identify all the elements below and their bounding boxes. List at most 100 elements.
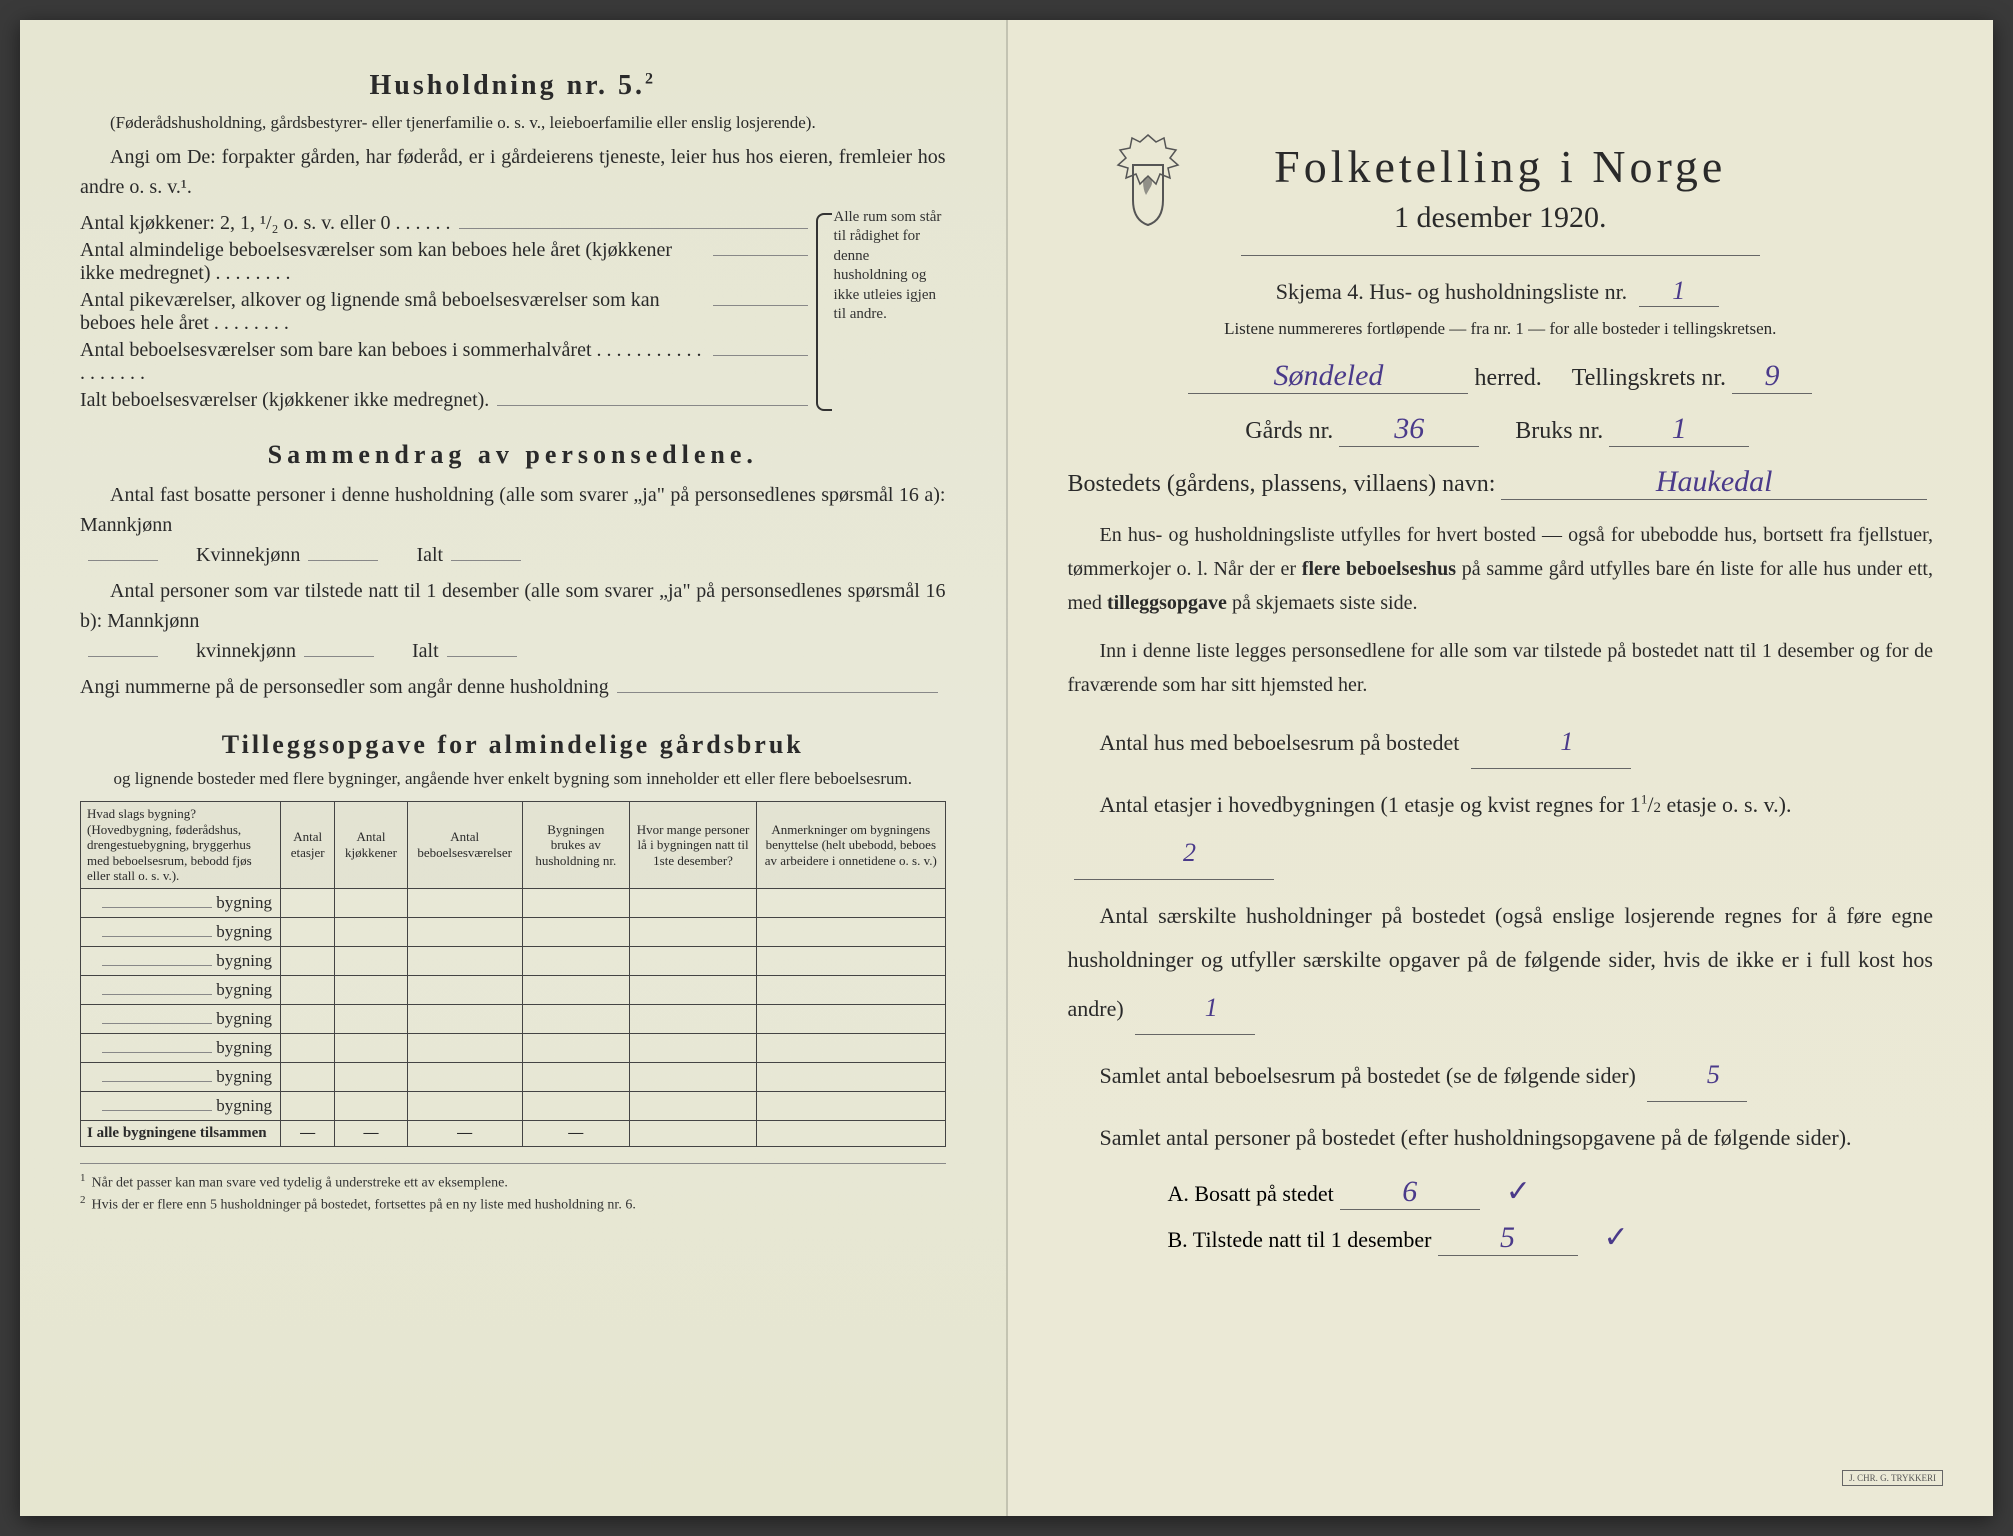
- skjema-nr-field: 1: [1639, 276, 1719, 307]
- label: Ialt beboelsesværelser (kjøkkener ikke m…: [80, 389, 489, 412]
- table-cell: [757, 946, 945, 975]
- table-cell: [757, 1062, 945, 1091]
- krets-field: 9: [1732, 359, 1812, 394]
- table-cell: [335, 1004, 407, 1033]
- value: 5: [1707, 1060, 1720, 1089]
- qA-field: 6: [1340, 1175, 1480, 1210]
- right-page: Folketelling i Norge 1 desember 1920. Sk…: [1008, 20, 1994, 1516]
- heading-sup: 2: [645, 71, 656, 88]
- frac: 2: [1653, 800, 1661, 816]
- footnote-1: 1Når det passer kan man svare ved tydeli…: [80, 1172, 946, 1192]
- q3-field: 1: [1135, 982, 1255, 1035]
- table-cell: [522, 1033, 629, 1062]
- blank: [447, 656, 517, 657]
- table-cell: [407, 1033, 522, 1062]
- blank: [713, 355, 807, 356]
- table-cell: [757, 917, 945, 946]
- table-cell: [757, 1004, 945, 1033]
- label: A. Bosatt på stedet: [1168, 1181, 1334, 1207]
- table-cell: —: [407, 1120, 522, 1146]
- table-cell: [335, 975, 407, 1004]
- table-header-cell: Bygningen brukes av husholdning nr.: [522, 802, 629, 889]
- row-label-cell: bygning: [81, 1091, 281, 1120]
- sup: 1: [1641, 792, 1648, 807]
- table-cell: [757, 1091, 945, 1120]
- table-cell: [407, 917, 522, 946]
- instruction-text: Listene nummereres fortløpende — fra nr.…: [1068, 319, 1934, 339]
- coat-of-arms-icon: [1108, 130, 1188, 230]
- table-cell: [407, 946, 522, 975]
- table-cell: [629, 1033, 756, 1062]
- row-label-cell: bygning: [81, 888, 281, 917]
- sub-note-2: Angi om De: forpakter gården, har føderå…: [80, 142, 946, 202]
- table-cell: —: [281, 1120, 335, 1146]
- label: Antal hus med beboelsesrum på bostedet: [1100, 730, 1460, 755]
- table-cell: [629, 1062, 756, 1091]
- table-cell: [281, 946, 335, 975]
- row-label-cell: bygning: [81, 946, 281, 975]
- label: Ialt: [386, 540, 443, 570]
- table-cell: [522, 917, 629, 946]
- blank: [451, 560, 521, 561]
- table-cell: [629, 975, 756, 1004]
- table-cell: [757, 1120, 945, 1146]
- label: Antal pikeværelser, alkover og lignende …: [80, 289, 705, 335]
- label: Antal fast bosatte personer i denne hush…: [80, 480, 946, 540]
- label: etasje o. s. v.).: [1666, 792, 1791, 817]
- table-cell: [281, 888, 335, 917]
- table-cell: —: [522, 1120, 629, 1146]
- label: Samlet antal beboelsesrum på bostedet (s…: [1100, 1063, 1636, 1088]
- tillegg-sub: og lignende bosteder med flere bygninger…: [80, 766, 946, 792]
- building-table: Hvad slags bygning? (Hovedbygning, føder…: [80, 801, 946, 1147]
- table-body: bygning bygning bygning bygning bygning …: [81, 888, 946, 1146]
- table-cell: [629, 888, 756, 917]
- table-cell: [757, 888, 945, 917]
- printer-mark: J. CHR. G. TRYKKERI: [1842, 1470, 1943, 1486]
- room-counts-block: Antal kjøkkener: 2, 1, ¹/₂ o. s. v. elle…: [80, 208, 946, 416]
- divider: [1241, 255, 1760, 256]
- table-total-row: I alle bygningene tilsammen————: [81, 1120, 946, 1146]
- table-cell: [281, 917, 335, 946]
- table-header-row: Hvad slags bygning? (Hovedbygning, føder…: [81, 802, 946, 889]
- value: 2: [1183, 838, 1196, 867]
- sammendrag-line-3: Angi nummerne på de personsedler som ang…: [80, 672, 946, 702]
- value: Haukedal: [1648, 465, 1781, 498]
- bruks-field: 1: [1609, 412, 1749, 447]
- fn-marker: 2: [80, 1194, 86, 1206]
- qA-line: A. Bosatt på stedet 6 ✓: [1168, 1174, 1934, 1210]
- row-label-cell: bygning: [81, 975, 281, 1004]
- sammendrag-block: Antal fast bosatte personer i denne hush…: [80, 480, 946, 702]
- table-cell: [407, 975, 522, 1004]
- table-cell: [757, 1033, 945, 1062]
- table-cell: [407, 1062, 522, 1091]
- table-cell: [757, 975, 945, 1004]
- table-row: bygning: [81, 975, 946, 1004]
- tillegg-title: Tilleggsopgave for almindelige gårdsbruk: [80, 730, 946, 760]
- main-title: Folketelling i Norge: [1068, 140, 1934, 193]
- line-ialt: Ialt beboelsesværelser (kjøkkener ikke m…: [80, 389, 816, 412]
- date-subtitle: 1 desember 1920.: [1068, 201, 1934, 235]
- table-header-cell: Hvad slags bygning? (Hovedbygning, føder…: [81, 802, 281, 889]
- line-pike: Antal pikeværelser, alkover og lignende …: [80, 289, 816, 335]
- label: kvinnekjønn: [166, 636, 296, 666]
- table-cell: [335, 946, 407, 975]
- row-label-cell: bygning: [81, 917, 281, 946]
- blank: [459, 228, 808, 229]
- table-cell: [629, 1120, 756, 1146]
- label: Bruks nr.: [1515, 418, 1603, 445]
- row-label-cell: bygning: [81, 1004, 281, 1033]
- table-cell: [281, 1091, 335, 1120]
- table-cell: —: [335, 1120, 407, 1146]
- label: B. Tilstede natt til 1 desember: [1168, 1227, 1432, 1253]
- blank: [308, 560, 378, 561]
- gards-line: Gårds nr. 36 Bruks nr. 1: [1068, 412, 1934, 447]
- q1-line: Antal hus med beboelsesrum på bostedet 1: [1068, 716, 1934, 769]
- label: Ialt: [382, 636, 439, 666]
- blank: [713, 305, 807, 306]
- label: Kvinnekjønn: [166, 540, 300, 570]
- table-header-cell: Antal beboelsesværelser: [407, 802, 522, 889]
- sub-note-1: (Føderådshusholdning, gårdsbestyrer- ell…: [80, 110, 946, 136]
- table-cell: [335, 888, 407, 917]
- table-cell: [629, 1091, 756, 1120]
- table-cell: [522, 1004, 629, 1033]
